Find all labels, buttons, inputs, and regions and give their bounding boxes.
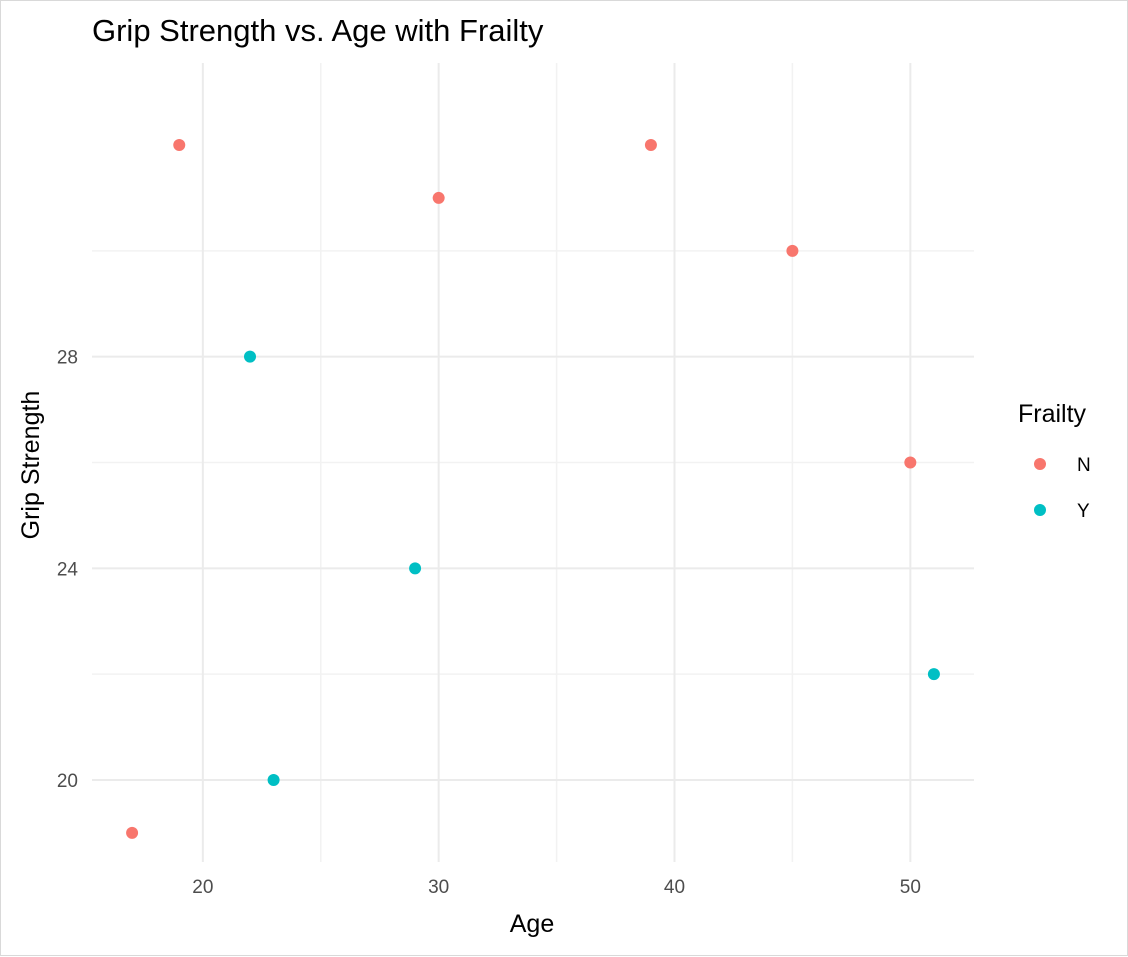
legend-key-Y xyxy=(1034,504,1046,516)
data-point-N xyxy=(173,139,186,152)
data-point-N xyxy=(432,191,445,204)
data-point-Y xyxy=(267,773,280,786)
data-point-N xyxy=(786,244,799,257)
chart-title: Grip Strength vs. Age with Frailty xyxy=(92,13,544,48)
y-axis-tick-labels: 20 24 28 xyxy=(57,348,79,792)
data-point-N xyxy=(644,139,657,152)
x-tick-label: 40 xyxy=(664,877,685,898)
y-tick-label: 28 xyxy=(57,348,78,369)
minor-gridlines xyxy=(92,63,974,862)
data-point-Y xyxy=(244,350,257,363)
data-point-N xyxy=(126,826,139,839)
x-axis-tick-labels: 20 30 40 50 xyxy=(192,877,921,898)
data-point-Y xyxy=(927,668,940,681)
x-axis-title: Age xyxy=(510,910,554,938)
legend: Frailty NY xyxy=(1018,400,1091,522)
y-tick-label: 20 xyxy=(57,771,78,792)
data-point-N xyxy=(904,456,917,469)
x-tick-label: 20 xyxy=(192,877,213,898)
legend-label-N: N xyxy=(1077,455,1091,476)
major-gridlines xyxy=(92,63,974,862)
legend-items: NY xyxy=(1034,455,1091,522)
data-points xyxy=(126,139,940,839)
y-axis-title: Grip Strength xyxy=(17,391,45,540)
legend-label-Y: Y xyxy=(1077,501,1090,522)
data-point-Y xyxy=(409,562,422,575)
x-tick-label: 50 xyxy=(900,877,921,898)
y-tick-label: 24 xyxy=(57,559,79,580)
x-tick-label: 30 xyxy=(428,877,449,898)
legend-key-N xyxy=(1034,458,1046,470)
legend-title: Frailty xyxy=(1018,400,1087,428)
